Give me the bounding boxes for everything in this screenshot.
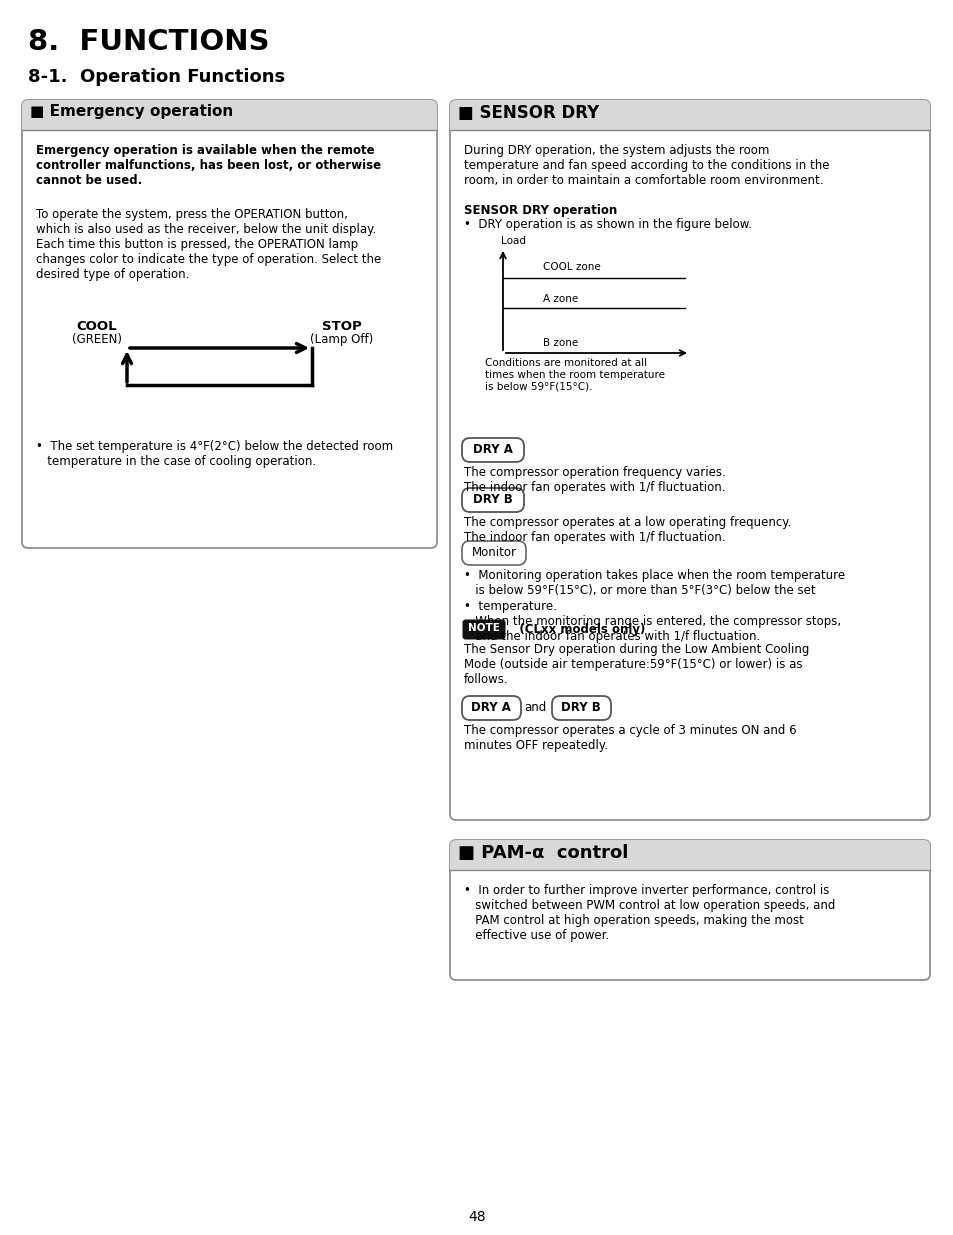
Text: DRY B: DRY B: [473, 493, 513, 506]
Text: ■ PAM-α  control: ■ PAM-α control: [457, 844, 628, 862]
Text: Monitor: Monitor: [471, 546, 516, 559]
FancyBboxPatch shape: [461, 488, 523, 513]
Bar: [450, 860, 929, 869]
Text: DRY A: DRY A: [471, 701, 511, 714]
Text: Load: Load: [500, 236, 525, 246]
Text: (Lamp Off): (Lamp Off): [310, 333, 374, 346]
FancyBboxPatch shape: [461, 541, 525, 564]
Text: Emergency operation is available when the remote
controller malfunctions, has be: Emergency operation is available when th…: [36, 144, 381, 186]
Text: STOP: STOP: [322, 320, 361, 333]
Text: 8-1.  Operation Functions: 8-1. Operation Functions: [28, 68, 285, 86]
Text: COOL: COOL: [76, 320, 117, 333]
Text: •  The set temperature is 4°F(2°C) below the detected room
   temperature in the: • The set temperature is 4°F(2°C) below …: [36, 440, 393, 468]
Text: To operate the system, press the OPERATION button,
which is also used as the rec: To operate the system, press the OPERATI…: [36, 207, 381, 282]
Text: (GREEN): (GREEN): [71, 333, 122, 346]
Text: •  In order to further improve inverter performance, control is
   switched betw: • In order to further improve inverter p…: [463, 884, 835, 942]
FancyBboxPatch shape: [450, 840, 929, 869]
FancyBboxPatch shape: [450, 100, 929, 820]
Text: COOL zone: COOL zone: [542, 262, 600, 272]
Text: ■ SENSOR DRY: ■ SENSOR DRY: [457, 104, 598, 122]
FancyBboxPatch shape: [22, 100, 436, 548]
Text: NOTE: NOTE: [468, 622, 499, 634]
Text: Conditions are monitored at all
times when the room temperature
is below 59°F(15: Conditions are monitored at all times wh…: [484, 358, 664, 391]
Text: •  temperature.
   When the monitoring range is entered, the compressor stops,
 : • temperature. When the monitoring range…: [463, 600, 841, 643]
Text: ■ Emergency operation: ■ Emergency operation: [30, 104, 233, 119]
Text: B zone: B zone: [542, 338, 578, 348]
Bar: [450, 120, 929, 130]
FancyBboxPatch shape: [22, 100, 436, 130]
FancyBboxPatch shape: [462, 620, 505, 640]
Text: (CLxx models only): (CLxx models only): [506, 622, 644, 636]
Text: •  Monitoring operation takes place when the room temperature
   is below 59°F(1: • Monitoring operation takes place when …: [463, 569, 844, 597]
Text: The compressor operates a cycle of 3 minutes ON and 6
minutes OFF repeatedly.: The compressor operates a cycle of 3 min…: [463, 724, 796, 752]
Text: The Sensor Dry operation during the Low Ambient Cooling
Mode (outside air temper: The Sensor Dry operation during the Low …: [463, 643, 808, 685]
Text: •  DRY operation is as shown in the figure below.: • DRY operation is as shown in the figur…: [463, 219, 751, 231]
FancyBboxPatch shape: [552, 697, 610, 720]
FancyBboxPatch shape: [450, 100, 929, 130]
FancyBboxPatch shape: [450, 840, 929, 981]
Text: The compressor operation frequency varies.
The indoor fan operates with 1/f fluc: The compressor operation frequency varie…: [463, 466, 725, 494]
Text: 8.  FUNCTIONS: 8. FUNCTIONS: [28, 28, 269, 56]
Text: During DRY operation, the system adjusts the room
temperature and fan speed acco: During DRY operation, the system adjusts…: [463, 144, 828, 186]
FancyBboxPatch shape: [461, 438, 523, 462]
Text: A zone: A zone: [542, 294, 578, 304]
Text: DRY B: DRY B: [560, 701, 600, 714]
Text: SENSOR DRY operation: SENSOR DRY operation: [463, 204, 617, 217]
Bar: [22, 120, 436, 130]
Text: 48: 48: [468, 1210, 485, 1224]
Text: and: and: [523, 701, 546, 714]
Text: DRY A: DRY A: [473, 443, 513, 456]
Text: The compressor operates at a low operating frequency.
The indoor fan operates wi: The compressor operates at a low operati…: [463, 516, 791, 543]
FancyBboxPatch shape: [461, 697, 520, 720]
